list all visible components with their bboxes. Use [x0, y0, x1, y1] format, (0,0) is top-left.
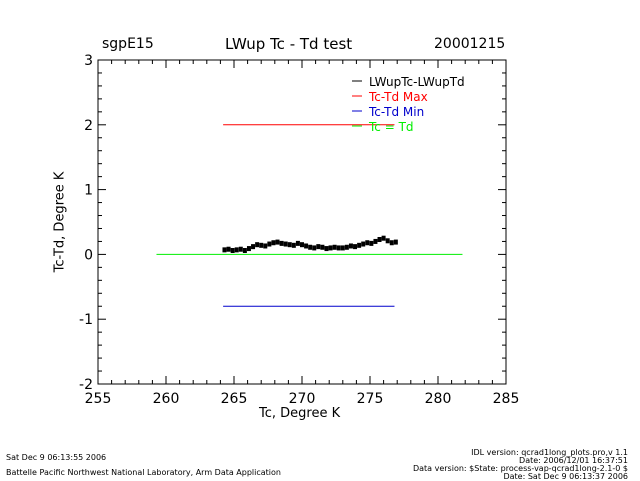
data-point: [328, 245, 333, 251]
footer-idl-version: IDL version: qcrad1long_plots.pro,v 1.1: [471, 448, 628, 457]
data-point: [287, 242, 292, 248]
data-point: [226, 246, 231, 252]
plot-frame: [97, 59, 507, 385]
y-axis-label: Tc-Td, Degree K: [52, 171, 68, 273]
data-point: [324, 246, 329, 252]
x-tick-label: 265: [221, 391, 248, 407]
data-point: [230, 248, 235, 254]
data-point: [222, 247, 227, 253]
footer-lab: Battelle Pacific Northwest National Labo…: [6, 468, 281, 477]
data-point: [316, 244, 321, 250]
data-point: [234, 247, 239, 253]
data-point: [381, 235, 386, 241]
data-point: [246, 246, 251, 252]
data-point: [271, 240, 276, 246]
data-point: [291, 242, 296, 248]
y-tick-label: 1: [84, 183, 93, 199]
legend-label: Tc-Td Max: [368, 90, 428, 104]
data-point: [275, 239, 280, 245]
y-tick-label: 3: [84, 53, 93, 69]
data-point: [389, 240, 394, 246]
footer-run-date: Sat Dec 9 06:13:55 2006: [6, 453, 107, 462]
x-tick-label: 275: [357, 391, 384, 407]
data-point: [332, 244, 337, 250]
x-axis-label: Tc, Degree K: [259, 406, 341, 421]
x-tick-label: 285: [493, 391, 520, 407]
site-label: sgpE15: [102, 36, 154, 52]
date-label: 20001215: [434, 36, 506, 52]
data-point: [385, 238, 390, 244]
data-marks: [156, 124, 463, 307]
legend-label: Tc = Td: [368, 120, 414, 134]
data-point: [308, 244, 313, 250]
data-point: [242, 248, 247, 254]
y-tick-label: -2: [79, 377, 93, 393]
data-point: [357, 242, 362, 248]
y-tick-label: 0: [84, 247, 93, 263]
axes: 255 260 265 270 275 280 285 -2 -1 0 1 2 3: [79, 53, 519, 407]
data-point: [361, 241, 366, 247]
data-point: [353, 244, 358, 250]
data-point: [344, 244, 349, 250]
data-point: [348, 243, 353, 249]
y-tick-label: 2: [84, 118, 93, 134]
x-tick-label: 280: [425, 391, 452, 407]
footer-data-version: Data version: $State: process-vap-qcrad1…: [412, 464, 628, 473]
legend-label: Tc-Td Min: [368, 105, 424, 119]
data-point: [279, 240, 284, 246]
footer-idl-date: Date: 2006/12/01 16:37:51: [519, 456, 628, 465]
data-point: [251, 244, 256, 250]
data-point: [373, 238, 378, 244]
x-tick-label: 270: [289, 391, 316, 407]
data-point: [300, 242, 304, 248]
data-point: [255, 242, 260, 248]
data-point: [312, 245, 317, 251]
data-point: [238, 246, 243, 252]
data-point: [267, 241, 272, 247]
data-point: [320, 244, 325, 250]
y-tick-label: -1: [79, 312, 93, 328]
data-point: [377, 236, 382, 242]
data-point: [295, 240, 300, 246]
data-point: [369, 240, 374, 246]
chart-title: LWup Tc - Td test: [225, 35, 353, 53]
data-point: [263, 243, 268, 249]
data-point: [304, 243, 309, 249]
data-point: [283, 241, 288, 247]
data-point: [393, 239, 398, 245]
x-tick-label: 255: [85, 391, 112, 407]
x-tick-label: 260: [153, 391, 180, 407]
footer-data-date: Date: Sat Dec 9 06:13:37 2006: [503, 472, 628, 481]
data-point: [336, 245, 341, 251]
legend-label: LWupTc-LWupTd: [369, 75, 465, 89]
data-point: [365, 240, 370, 246]
data-point: [259, 242, 264, 248]
data-point: [340, 245, 345, 251]
